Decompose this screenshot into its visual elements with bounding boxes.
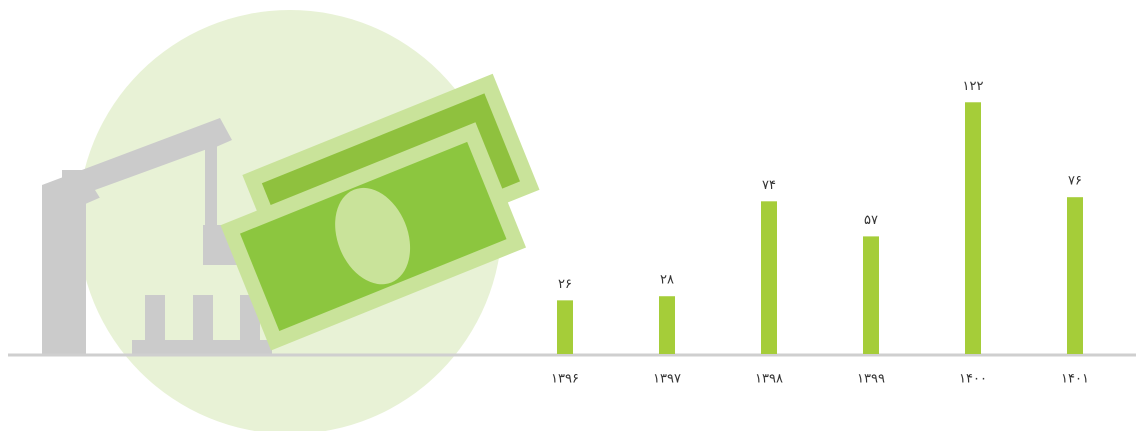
x-tick-label: ۱۳۹۸ bbox=[755, 372, 783, 387]
value-label: ۲۶ bbox=[558, 277, 572, 292]
bar bbox=[557, 300, 573, 354]
x-tick-label: ۱۳۹۹ bbox=[857, 372, 885, 387]
bar bbox=[761, 201, 777, 354]
chart: ۱۳۹۶ ۲۶ ۱۳۹۷ ۲۸ ۱۳۹۸ ۷۴ ۱۳۹۹ ۵۷ ۱۴۰۰ ۱۲۲ ۱۴۰۱ ۷۶ bbox=[0, 0, 1136, 431]
bar bbox=[863, 236, 879, 354]
bar bbox=[1067, 197, 1083, 354]
x-tick-label: ۱۳۹۶ bbox=[551, 372, 579, 387]
x-tick-label: ۱۴۰۰ bbox=[959, 372, 987, 387]
bar bbox=[965, 102, 981, 354]
illustration bbox=[42, 10, 540, 431]
x-tick-label: ۱۴۰۱ bbox=[1061, 372, 1089, 387]
bar bbox=[659, 296, 675, 354]
value-label: ۷۶ bbox=[1068, 174, 1082, 189]
value-label: ۲۸ bbox=[660, 273, 674, 288]
value-label: ۵۷ bbox=[864, 213, 878, 228]
value-label: ۷۴ bbox=[762, 178, 776, 193]
x-tick-label: ۱۳۹۷ bbox=[653, 372, 681, 387]
value-label: ۱۲۲ bbox=[963, 79, 984, 94]
